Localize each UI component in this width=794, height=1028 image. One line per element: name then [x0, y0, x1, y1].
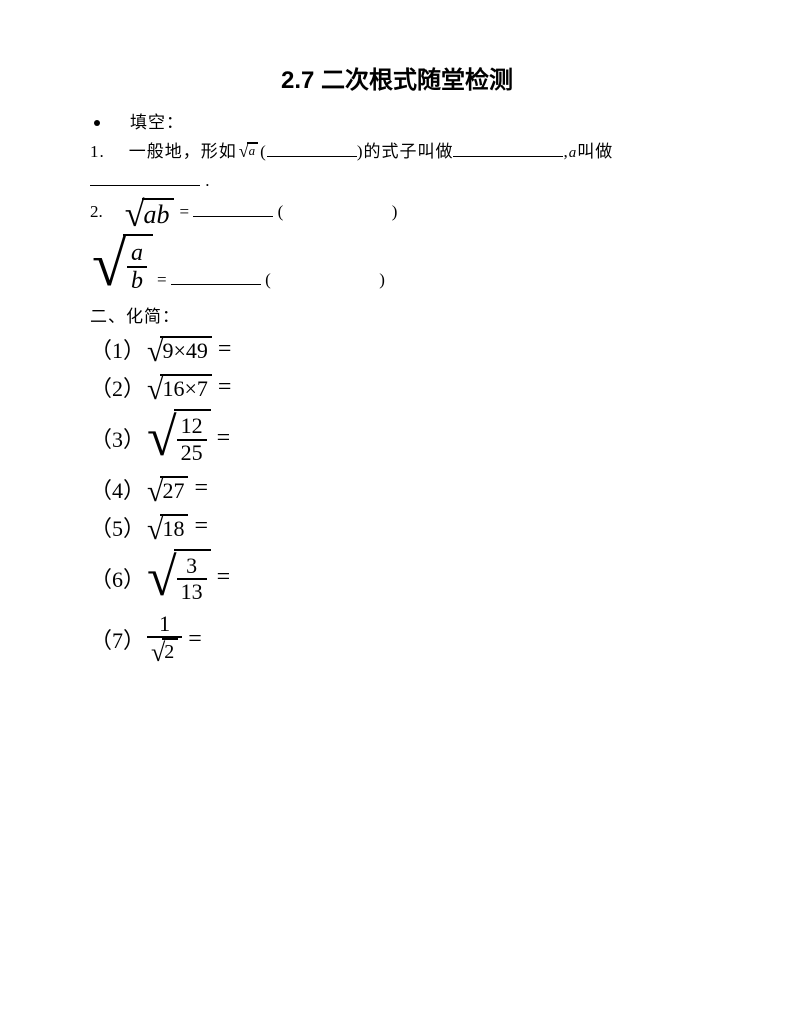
radical-icon: √ [147, 379, 163, 400]
q1-blank-2 [453, 139, 563, 157]
q2-sqrt-ab: √ ab [125, 198, 174, 228]
q1-period: . [205, 171, 210, 190]
q1-blank-3 [90, 168, 200, 186]
q2-fraction: a b [127, 240, 147, 295]
radical-icon: √ [147, 555, 177, 601]
q2a-open: ( [278, 202, 284, 221]
radical-icon: √ [147, 415, 177, 461]
q1-number: 1. [90, 138, 105, 167]
q2a-equals: = [180, 202, 190, 221]
page-title: 2.7 二次根式随堂检测 [90, 60, 704, 95]
p4-equals: = [194, 475, 208, 502]
p6-label: （6） [90, 562, 145, 594]
problem-1: （1） √ 9×49 = [90, 333, 704, 365]
q2b-equals: = [157, 270, 167, 289]
p5-equals: = [194, 513, 208, 540]
radical-icon: √ [147, 341, 163, 362]
problem-4: （4） √ 27 = [90, 473, 704, 505]
p3-equals: = [217, 425, 231, 452]
p2-label: （2） [90, 371, 145, 403]
q1-blank-1 [267, 139, 357, 157]
q1-open-paren: ( [260, 138, 267, 167]
p4-radicand: 27 [160, 476, 188, 502]
q1-text-post: 叫做 [577, 138, 613, 167]
radical-icon: √ [92, 239, 126, 292]
q1-sqrt-a: √ a [239, 142, 258, 157]
question-2b: √ a b = ( ) [90, 234, 704, 297]
q2b-open: ( [265, 270, 271, 289]
p6-den: 13 [177, 580, 207, 604]
p5-radicand: 18 [160, 514, 188, 540]
p1-label: （1） [90, 333, 145, 365]
problem-2: （2） √ 16×7 = [90, 371, 704, 403]
radical-icon: √ [147, 481, 163, 502]
q1-text-pre: 一般地，形如 [129, 138, 237, 167]
p7-equals: = [188, 626, 202, 653]
q2-frac-num: a [127, 240, 147, 266]
q2b-close: ) [379, 270, 385, 289]
radical-icon: √ [151, 644, 165, 662]
radical-icon: √ [239, 145, 250, 158]
q1-text-mid1: 的式子叫做 [363, 138, 453, 167]
q2-number: 2. [90, 202, 103, 228]
p3-den: 25 [177, 441, 207, 465]
q2a-blank [193, 199, 273, 217]
question-2a: 2. √ ab = ( ) [90, 198, 704, 228]
problem-7: （7） 1 √ 2 = [90, 612, 704, 666]
p5-label: （5） [90, 511, 145, 543]
p2-equals: = [218, 374, 232, 401]
problem-6: （6） √ 3 13 = [90, 549, 704, 606]
p6-num: 3 [182, 554, 201, 578]
section2-header: 二、化简： [90, 302, 704, 327]
q1-tail: . [90, 167, 704, 196]
problem-5: （5） √ 18 = [90, 511, 704, 543]
q2-frac-den: b [127, 268, 147, 294]
radical-icon: √ [125, 202, 145, 227]
p4-label: （4） [90, 473, 145, 505]
p1-radicand: 9×49 [160, 336, 211, 362]
p3-num: 12 [177, 414, 207, 438]
fill-blank-label: 填空： [130, 109, 184, 138]
q1-var-a: a [569, 141, 578, 167]
problem-3: （3） √ 12 25 = [90, 409, 704, 466]
q2a-close: ) [392, 202, 398, 221]
p3-label: （3） [90, 422, 145, 454]
radical-icon: √ [147, 519, 163, 540]
q1-close-paren: ) [357, 138, 364, 167]
q2-sqrt-a-over-b: √ a b [92, 234, 153, 297]
question-1: 1. 一般地，形如 √ a ( ) 的式子叫做 , a 叫做 [90, 138, 704, 167]
p7-label: （7） [90, 623, 145, 655]
q2-radicand-ab: ab [142, 198, 174, 228]
p7-num: 1 [155, 612, 174, 636]
bullet-icon [94, 120, 100, 126]
q2b-blank [171, 267, 261, 285]
p1-equals: = [218, 336, 232, 363]
p2-radicand: 16×7 [160, 374, 211, 400]
p6-equals: = [217, 564, 231, 591]
section1-header: 填空： [90, 109, 704, 138]
